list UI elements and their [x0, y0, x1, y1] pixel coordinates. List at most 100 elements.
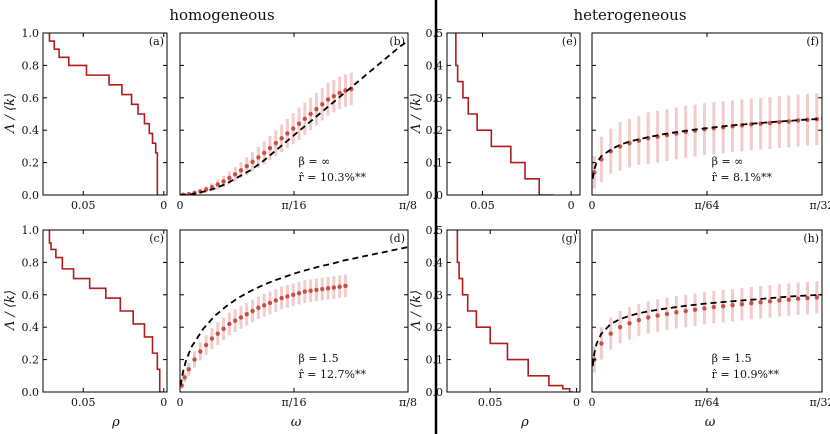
data-point	[786, 297, 791, 302]
data-point	[343, 283, 348, 289]
data-point	[273, 298, 278, 303]
fit-curve	[180, 40, 408, 195]
y-tick-label: 0.5	[426, 27, 444, 40]
data-point	[273, 140, 278, 146]
data-point	[232, 318, 238, 323]
panel-label-f: (f)	[806, 35, 819, 48]
annotation-r: r̂ = 10.9%**	[712, 368, 780, 381]
data-point	[256, 305, 261, 310]
ylabel-right-top: Λ / ⟨k⟩	[409, 93, 424, 134]
annotation-r: r̂ = 10.3%**	[299, 171, 367, 184]
x-tick-label: 0.05	[71, 396, 96, 409]
data-point	[767, 120, 773, 126]
data-point	[232, 172, 238, 177]
xlabel-rho-left: ρ	[111, 415, 120, 430]
data-point	[777, 119, 782, 125]
data-point	[720, 303, 726, 309]
data-point	[608, 331, 613, 336]
data-point	[182, 375, 187, 380]
fit-curve	[592, 293, 822, 367]
data-point	[279, 136, 284, 141]
y-tick-label: 0.2	[426, 124, 444, 137]
data-point	[739, 301, 745, 307]
x-tick-label: 0	[160, 396, 167, 409]
y-tick-label: 0.4	[22, 321, 40, 334]
y-tick-label: 0.4	[426, 256, 444, 269]
data-point	[702, 306, 707, 311]
data-point	[221, 326, 226, 332]
x-tick-label: 0	[589, 199, 596, 212]
data-point	[617, 325, 623, 330]
y-tick-label: 0.6	[22, 92, 40, 105]
panel-d: β = 1.5 r̂ = 12.7%** 0 π/16 π/8 (d)	[177, 229, 417, 409]
data-point	[730, 302, 735, 308]
plot-area-c	[48, 230, 162, 392]
data-point	[221, 179, 226, 184]
y-tick-label: 0.0	[22, 386, 40, 399]
data-point	[664, 311, 670, 317]
title-heterogeneous: heterogeneous	[573, 6, 686, 24]
plot-area-a	[48, 33, 159, 195]
data-point	[343, 88, 348, 93]
plot-area-f	[592, 93, 822, 189]
y-tick-label: 0.4	[426, 59, 444, 72]
y-tick-label: 0.2	[22, 157, 40, 170]
annotation-beta: β = ∞	[299, 155, 331, 168]
data-point	[314, 287, 319, 293]
data-point	[215, 331, 220, 336]
data-point	[814, 295, 820, 300]
data-point	[805, 295, 810, 301]
ylabel-left-bottom: Λ / ⟨k⟩	[3, 290, 18, 331]
data-point	[296, 290, 302, 296]
data-point	[325, 286, 331, 291]
axes-frame	[42, 229, 168, 393]
data-point	[337, 284, 342, 289]
x-tick-label: 0	[160, 199, 167, 212]
data-point	[296, 121, 302, 126]
x-tick-label: 0	[568, 199, 575, 212]
axes-frame	[446, 32, 581, 196]
data-point	[186, 367, 191, 372]
x-tick-label: π/32	[810, 396, 830, 409]
panel-label-b: (b)	[389, 35, 405, 48]
panel-b: β = ∞ r̂ = 10.3%** 0 π/16 π/8 (b)	[177, 32, 417, 212]
panel-a: 0.05 0 0.0 0.2 0.4 0.6 0.8 1.0 (a)	[22, 27, 168, 212]
x-tick-label: π/32	[810, 199, 830, 212]
y-tick-label: 1.0	[22, 27, 40, 40]
annotation-beta: β = 1.5	[299, 352, 339, 365]
y-tick-label: 0.2	[426, 321, 444, 334]
x-tick-label: 0.05	[71, 199, 96, 212]
data-point	[250, 308, 255, 314]
data-point	[238, 168, 244, 173]
panel-h: β = 1.5 r̂ = 10.9%** 0 π/64 π/32 (h)	[589, 229, 830, 409]
data-point	[636, 317, 642, 323]
data-point	[627, 321, 632, 326]
data-point	[692, 307, 698, 312]
data-point	[302, 289, 308, 294]
data-point	[250, 159, 255, 164]
x-tick-label: π/64	[695, 199, 720, 212]
y-tick-label: 0.6	[22, 289, 40, 302]
data-point	[267, 300, 273, 306]
data-point	[302, 116, 308, 122]
data-point	[758, 300, 763, 305]
panel-label-g: (g)	[561, 232, 577, 245]
data-point	[227, 175, 232, 181]
panel-label-e: (e)	[562, 35, 577, 48]
x-tick-label: π/8	[399, 396, 417, 409]
data-point	[331, 93, 337, 99]
y-tick-label: 0.4	[22, 124, 40, 137]
data-point	[209, 336, 215, 341]
x-tick-label: 0	[589, 396, 596, 409]
y-tick-label: 0.1	[426, 157, 444, 170]
y-tick-label: 0.8	[22, 256, 40, 269]
annotation-beta: β = ∞	[712, 155, 744, 168]
ylabel-left-top: Λ / ⟨k⟩	[3, 93, 18, 134]
axes-frame	[42, 32, 168, 196]
data-point	[227, 321, 232, 327]
data-point	[244, 312, 249, 317]
panel-label-c: (c)	[149, 232, 164, 245]
density-step-line	[48, 33, 159, 195]
data-point	[238, 315, 244, 320]
